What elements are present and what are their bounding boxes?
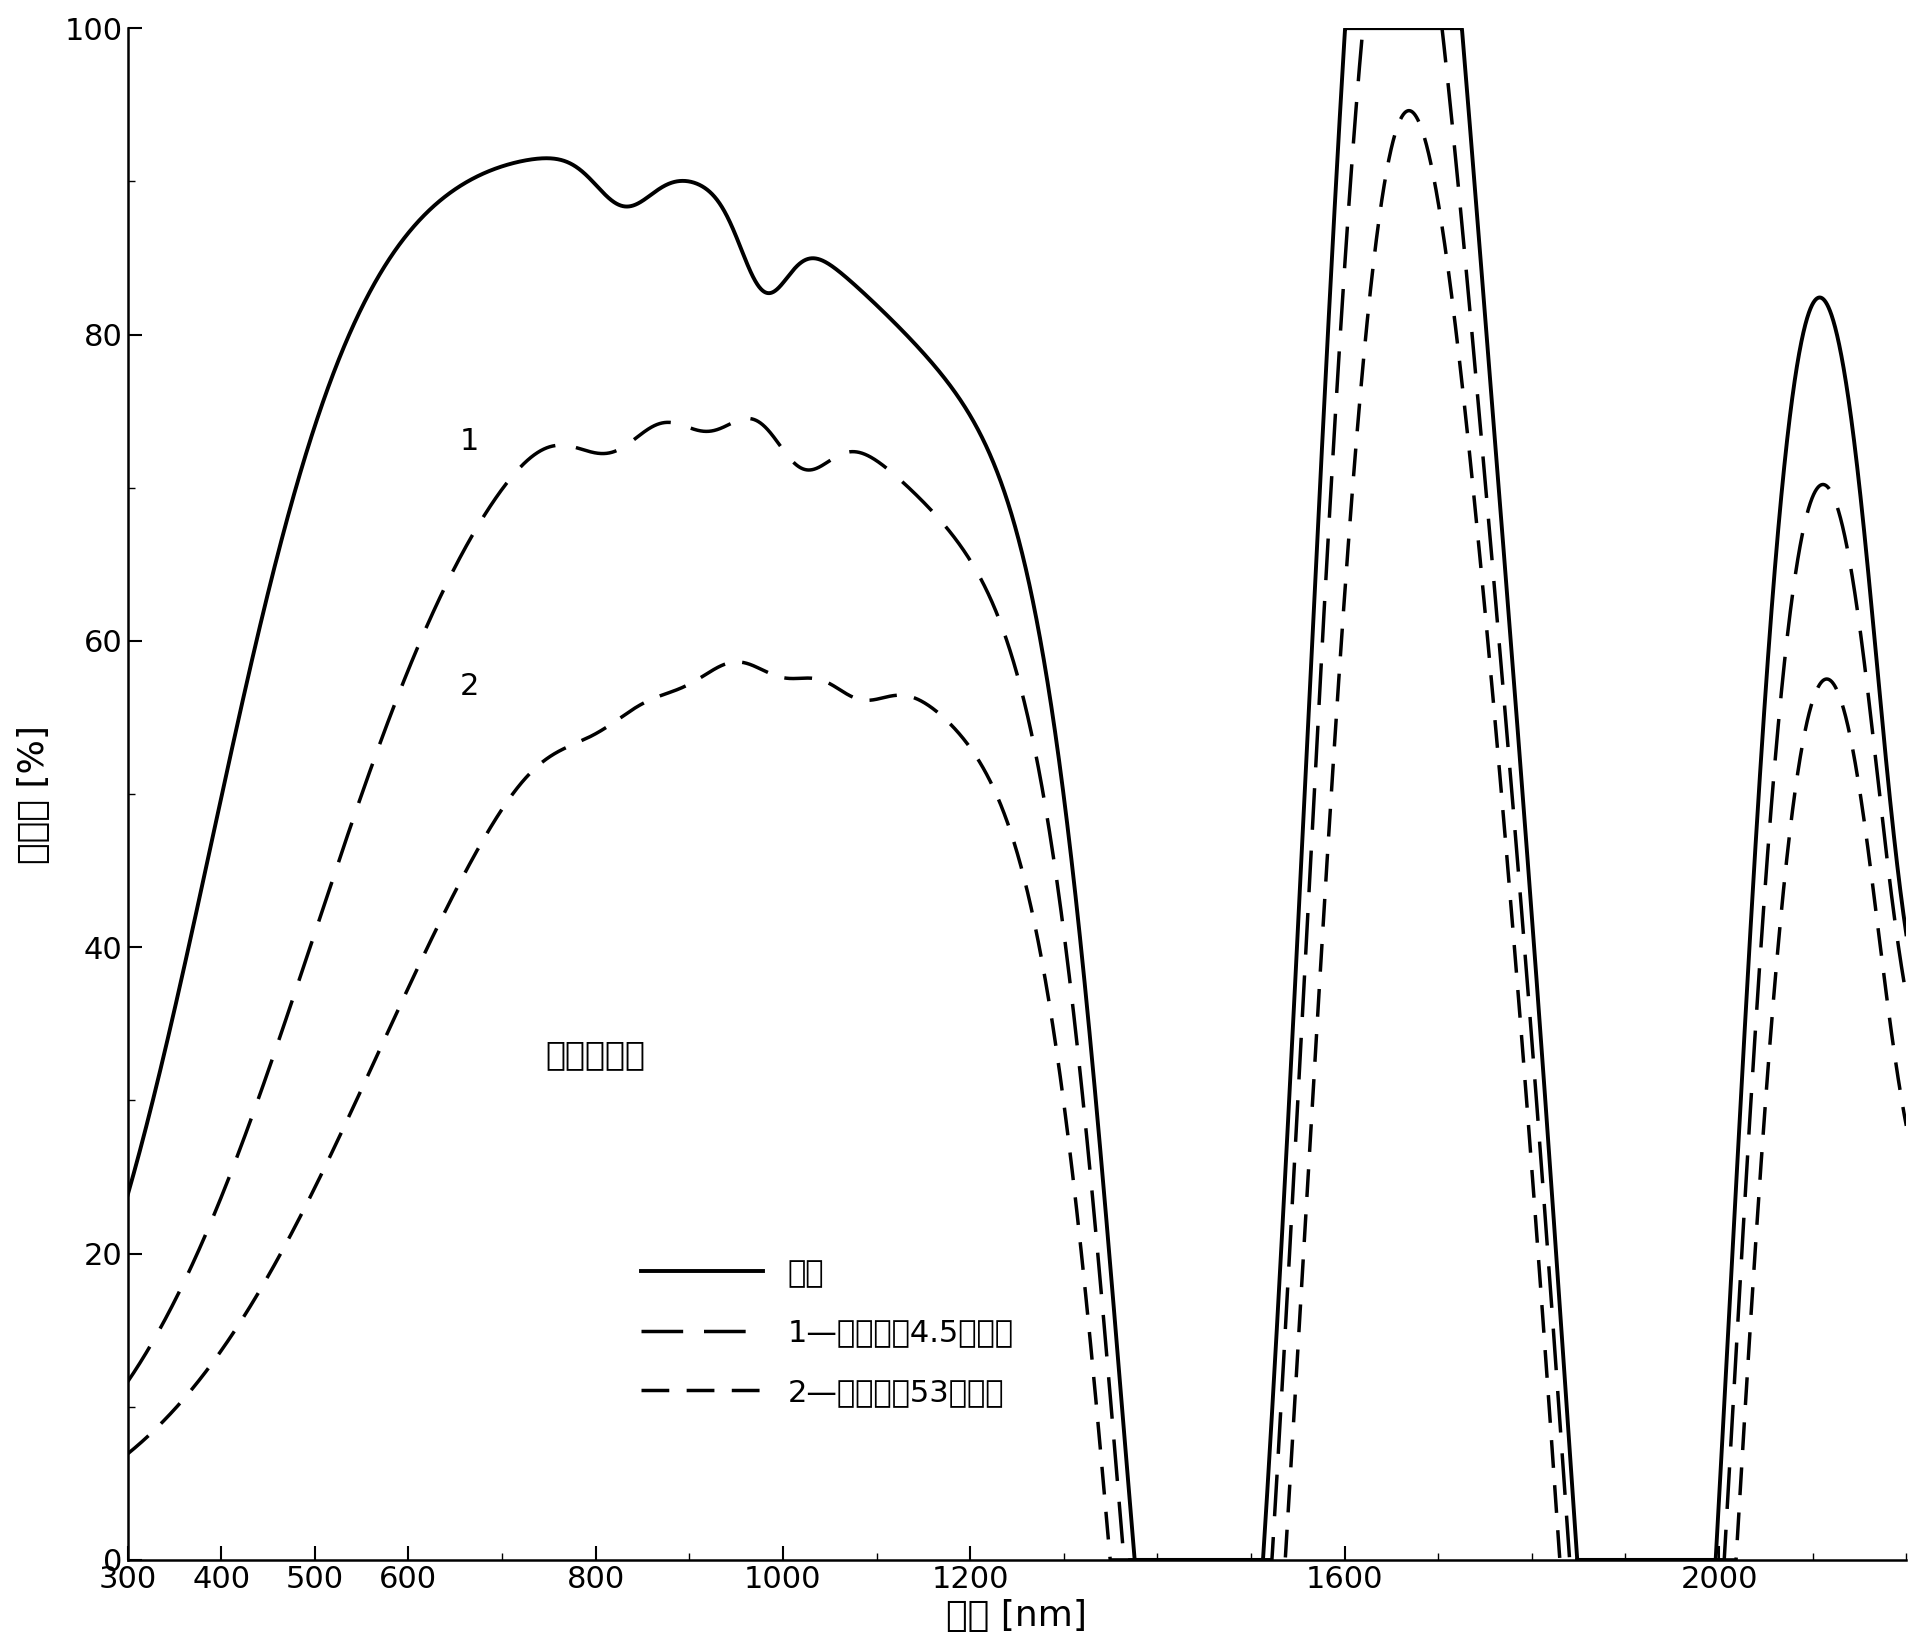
Legend: 总的, 1—直接地，4.5年年龄, 2—直接地，53年年龄: 总的, 1—直接地，4.5年年龄, 2—直接地，53年年龄 <box>640 1259 1013 1407</box>
Text: 角膜透射率: 角膜透射率 <box>546 1038 646 1071</box>
Y-axis label: 透射率 [%]: 透射率 [%] <box>17 724 50 863</box>
Text: 1: 1 <box>460 427 479 457</box>
X-axis label: 波长 [nm]: 波长 [nm] <box>946 1599 1086 1634</box>
Text: 2: 2 <box>460 672 479 701</box>
